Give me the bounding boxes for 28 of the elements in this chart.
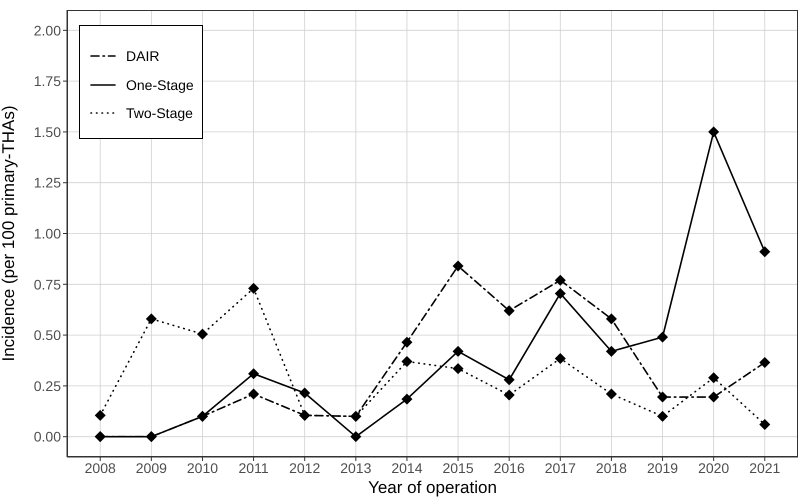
x-tick-label: 2012: [289, 460, 320, 476]
x-tick-label: 2010: [186, 460, 218, 476]
y-tick-label: 0.25: [34, 378, 62, 394]
y-axis-title: Incidence (per 100 primary-THAs): [0, 105, 18, 362]
y-tick-label: 1.25: [34, 174, 62, 191]
x-tick-label: 2009: [136, 460, 168, 476]
x-axis-title: Year of operation: [368, 478, 497, 497]
legend-label: DAIR: [126, 48, 160, 64]
x-tick-label: 2015: [442, 460, 474, 476]
legend-label: Two-Stage: [126, 105, 193, 122]
x-tick-label: 2008: [84, 460, 116, 476]
x-tick-label: 2014: [391, 460, 423, 476]
x-tick-label: 2017: [544, 460, 576, 476]
y-tick-label: 2.00: [34, 22, 62, 38]
legend-label: One-Stage: [126, 76, 194, 93]
x-tick-label: 2018: [596, 460, 628, 476]
y-tick-label: 0.00: [34, 428, 62, 445]
y-tick-label: 1.00: [34, 225, 62, 242]
x-tick-label: 2013: [340, 460, 372, 476]
x-tick-label: 2011: [238, 460, 269, 476]
x-tick-label: 2021: [749, 460, 781, 476]
x-tick-label: 2019: [646, 460, 678, 476]
x-tick-label: 2020: [698, 460, 730, 476]
x-tick-label: 2016: [494, 460, 525, 476]
y-tick-label: 1.75: [34, 73, 62, 90]
y-tick-label: 1.50: [34, 124, 62, 140]
y-tick-label: 0.50: [34, 327, 62, 344]
y-tick-label: 0.75: [34, 276, 62, 292]
